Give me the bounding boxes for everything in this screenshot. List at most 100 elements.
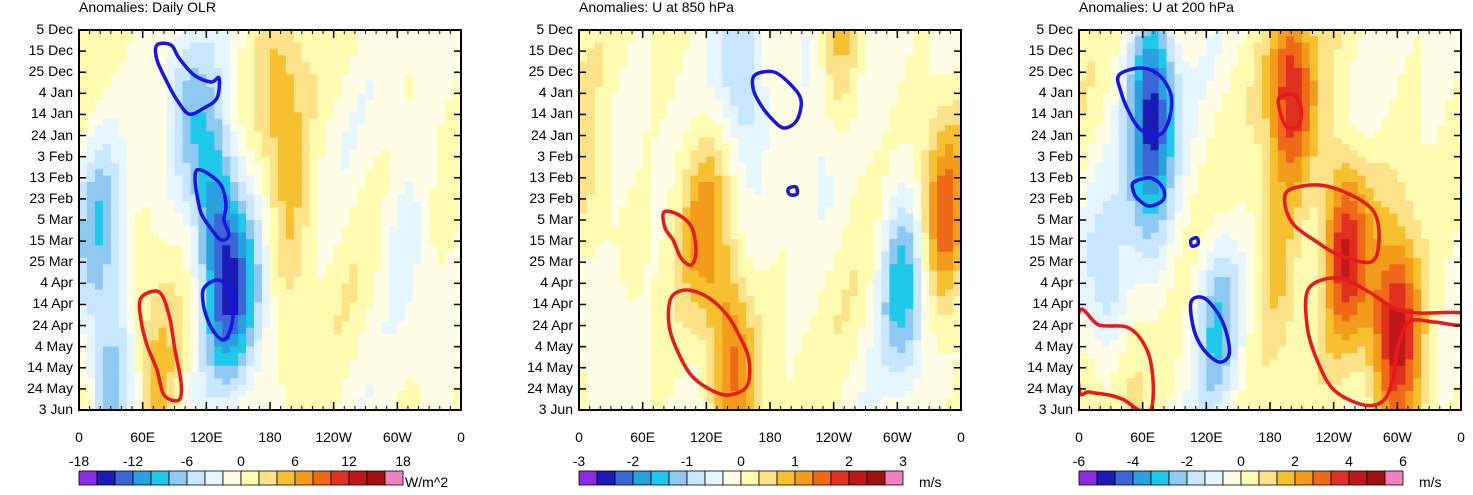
field-cell <box>166 251 176 259</box>
field-cell <box>777 182 787 189</box>
field-cell <box>309 346 319 354</box>
field-cell <box>579 68 588 75</box>
field-cell <box>618 49 628 56</box>
field-cell <box>150 93 160 101</box>
field-cell <box>365 80 375 88</box>
field-cell <box>317 270 327 278</box>
field-cell <box>309 397 319 405</box>
field-cell <box>118 55 128 63</box>
field-cell <box>182 55 192 63</box>
field-cell <box>389 112 398 120</box>
field-cell <box>937 36 946 44</box>
field-cell <box>762 36 771 44</box>
field-cell <box>134 175 144 183</box>
field-cell <box>381 201 390 208</box>
field-cell <box>142 283 152 291</box>
field-cell <box>889 74 898 82</box>
field-cell <box>230 201 239 208</box>
field-cell <box>166 150 176 158</box>
field-cell <box>618 68 628 75</box>
field-cell <box>682 68 692 75</box>
field-cell <box>198 264 207 272</box>
field-cell <box>586 87 596 94</box>
field-cell <box>158 137 168 145</box>
field-cell <box>610 258 620 265</box>
field-cell <box>270 106 279 113</box>
colorbar-label: 12 <box>341 453 357 469</box>
field-cell <box>333 315 343 322</box>
field-cell <box>777 42 787 50</box>
field-cell <box>333 251 343 259</box>
field-cell <box>262 239 271 246</box>
field-cell <box>586 49 596 56</box>
field-cell <box>214 137 223 145</box>
field-cell <box>365 182 375 189</box>
field-cell <box>198 87 207 94</box>
field-cell <box>238 264 247 272</box>
field-cell <box>222 327 231 335</box>
field-cell <box>650 49 660 56</box>
field-cell <box>841 194 851 202</box>
field-cell <box>905 182 914 189</box>
field-cell <box>158 74 168 82</box>
field-cell <box>262 137 271 145</box>
field-cell <box>110 36 120 44</box>
field-cell <box>238 334 247 341</box>
field-cell <box>381 61 390 69</box>
field-cell <box>317 125 327 132</box>
field-cell <box>190 226 199 234</box>
field-cell <box>293 61 303 69</box>
field-cell <box>94 207 104 215</box>
field-cell <box>905 245 914 253</box>
field-cell <box>126 384 136 392</box>
field-cell <box>841 169 851 177</box>
field-cell <box>937 68 946 75</box>
field-cell <box>610 232 620 240</box>
field-cell <box>770 226 779 234</box>
field-cell <box>881 49 890 56</box>
field-cell <box>730 137 739 145</box>
field-cell <box>634 277 644 284</box>
field-cell <box>413 201 422 208</box>
field-cell <box>309 125 319 132</box>
field-cell <box>658 156 668 164</box>
field-cell <box>110 334 120 341</box>
field-cell <box>262 321 271 329</box>
field-cell <box>110 150 120 158</box>
field-cell <box>833 42 843 50</box>
field-cell <box>730 118 739 126</box>
field-cell <box>389 334 398 341</box>
field-cell <box>150 74 160 82</box>
field-cell <box>94 334 104 341</box>
field-cell <box>421 194 430 202</box>
field-cell <box>429 207 438 215</box>
field-cell <box>706 49 715 56</box>
field-cell <box>666 169 676 177</box>
field-cell <box>913 36 922 44</box>
field-cell <box>618 207 628 215</box>
field-cell <box>929 201 938 208</box>
field-cell <box>277 264 287 272</box>
field-cell <box>277 232 287 240</box>
field-cell <box>142 144 152 151</box>
field-cell <box>373 251 383 259</box>
field-cell <box>841 36 851 44</box>
field-cell <box>602 99 612 107</box>
field-cell <box>110 283 120 291</box>
field-cell <box>126 283 136 291</box>
field-cell <box>142 372 152 379</box>
field-cell <box>246 49 255 56</box>
field-cell <box>397 384 406 392</box>
field-cell <box>586 61 596 69</box>
field-cell <box>626 55 636 63</box>
field-cell <box>618 106 628 113</box>
field-cell <box>634 36 644 44</box>
field-cell <box>317 55 327 63</box>
field-cell <box>881 68 890 75</box>
field-cell <box>317 68 327 75</box>
field-cell <box>174 118 184 126</box>
field-cell <box>222 175 231 183</box>
field-cell <box>158 118 168 126</box>
field-cell <box>285 213 295 221</box>
field-cell <box>626 30 636 37</box>
